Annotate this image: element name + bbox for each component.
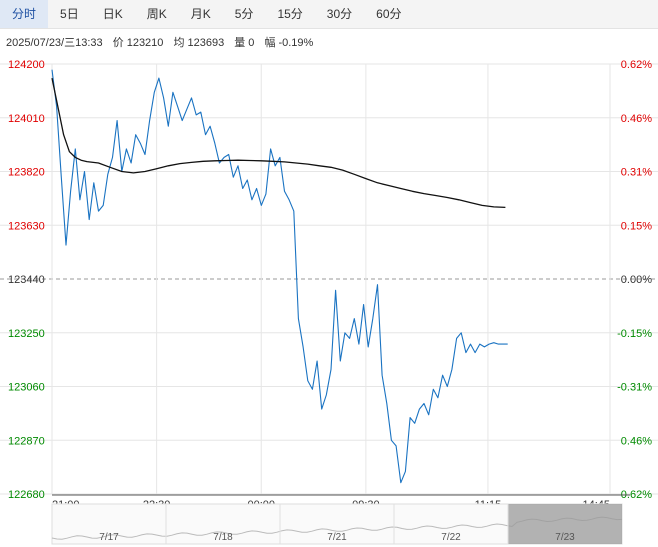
y-tick-label-right: 0.00% xyxy=(621,274,652,286)
tab-30min[interactable]: 30分 xyxy=(326,7,353,21)
quote-time: 2025/07/23/三13:33 xyxy=(6,37,103,49)
timeframe-tabs: 分时 5日 日K 周K 月K 5分 15分 30分 60分 xyxy=(0,0,658,29)
volume-label: 量 xyxy=(234,37,246,49)
y-tick-label-left: 123820 xyxy=(8,167,45,179)
tab-daily-k[interactable]: 日K xyxy=(102,7,123,21)
price-line xyxy=(51,69,508,484)
y-tick-label-right: 0.62% xyxy=(621,59,652,71)
y-tick-label-left: 122870 xyxy=(8,435,45,447)
tab-monthly-k[interactable]: 月K xyxy=(190,7,211,21)
y-tick-label-left: 123250 xyxy=(8,328,45,340)
navigator-date-label: 7/22 xyxy=(441,532,461,543)
volume-value: 0 xyxy=(248,37,255,49)
change-label: 幅 xyxy=(264,37,276,49)
y-tick-label-right: 0.31% xyxy=(621,167,652,179)
tab-5day[interactable]: 5日 xyxy=(60,7,79,21)
navigator-date-label: 7/18 xyxy=(213,532,233,543)
intraday-chart[interactable]: 124200 0.62% 124010 0.46% 123820 0.31% 123630 0… xyxy=(0,52,658,547)
y-tick-label-left: 122680 xyxy=(8,489,45,501)
avg-label: 均 xyxy=(173,37,185,49)
y-tick-label-left: 124010 xyxy=(8,113,45,125)
price-label: 价 xyxy=(112,37,124,49)
average-price-line xyxy=(51,77,506,209)
navigator-date-label: 7/23 xyxy=(555,532,575,543)
tab-intraday[interactable]: 分时 xyxy=(0,0,49,28)
y-tick-label-right: -0.62% xyxy=(617,489,652,501)
y-tick-label-right: -0.15% xyxy=(617,328,652,340)
navigator-selection xyxy=(508,504,622,544)
y-tick-label-left: 123060 xyxy=(8,382,45,394)
navigator-date-label: 7/17 xyxy=(99,532,119,543)
y-tick-label-right: 0.15% xyxy=(621,220,652,232)
tab-5min[interactable]: 5分 xyxy=(234,7,254,21)
navigator-date-label: 7/21 xyxy=(327,532,347,543)
change-value: -0.19% xyxy=(278,37,314,49)
price-value: 123210 xyxy=(126,37,164,49)
tab-15min[interactable]: 15分 xyxy=(277,7,303,21)
y-tick-label-left: 123630 xyxy=(8,220,45,232)
y-tick-label-right: 0.46% xyxy=(621,435,652,447)
y-tick-label-left: 123440 xyxy=(8,274,45,286)
y-tick-label-right: 0.46% xyxy=(621,113,652,125)
avg-value: 123693 xyxy=(187,37,225,49)
tab-weekly-k[interactable]: 周K xyxy=(146,7,167,21)
y-tick-label-left: 124200 xyxy=(8,59,45,71)
tab-60min[interactable]: 60分 xyxy=(376,7,402,21)
y-tick-label-right: -0.31% xyxy=(617,382,652,394)
